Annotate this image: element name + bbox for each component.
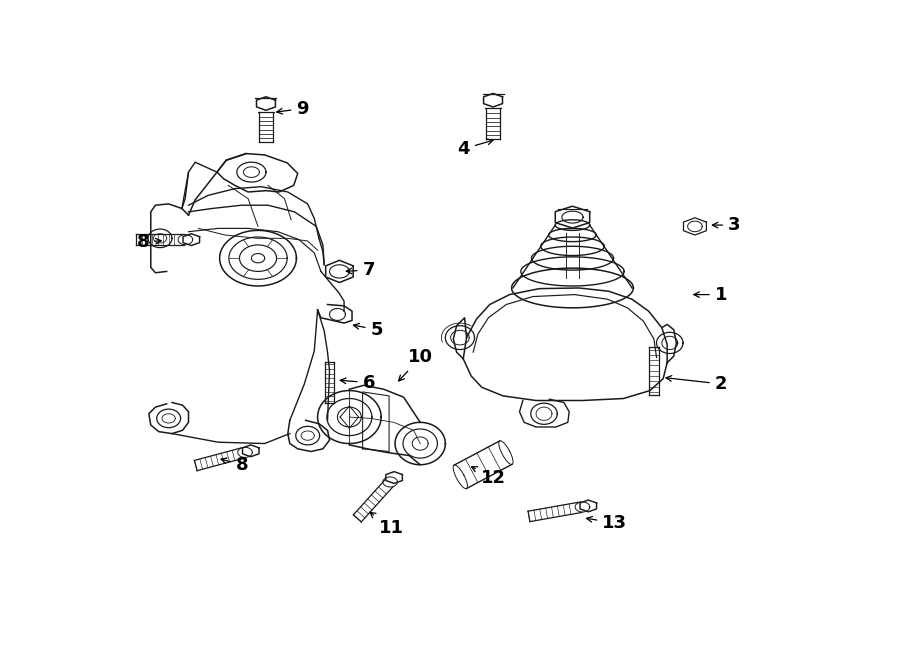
Text: 10: 10 bbox=[399, 348, 433, 381]
Text: 8: 8 bbox=[137, 233, 161, 252]
Text: 6: 6 bbox=[340, 373, 375, 392]
Text: 4: 4 bbox=[457, 139, 493, 158]
Text: 8: 8 bbox=[221, 455, 248, 474]
Text: 12: 12 bbox=[472, 467, 506, 487]
Text: 5: 5 bbox=[354, 320, 383, 339]
Text: 9: 9 bbox=[276, 99, 309, 118]
Text: 1: 1 bbox=[694, 285, 727, 304]
Text: 3: 3 bbox=[713, 216, 741, 234]
Text: 11: 11 bbox=[370, 512, 403, 538]
Text: 2: 2 bbox=[666, 375, 727, 393]
Text: 7: 7 bbox=[346, 261, 375, 279]
Text: 13: 13 bbox=[587, 514, 627, 532]
